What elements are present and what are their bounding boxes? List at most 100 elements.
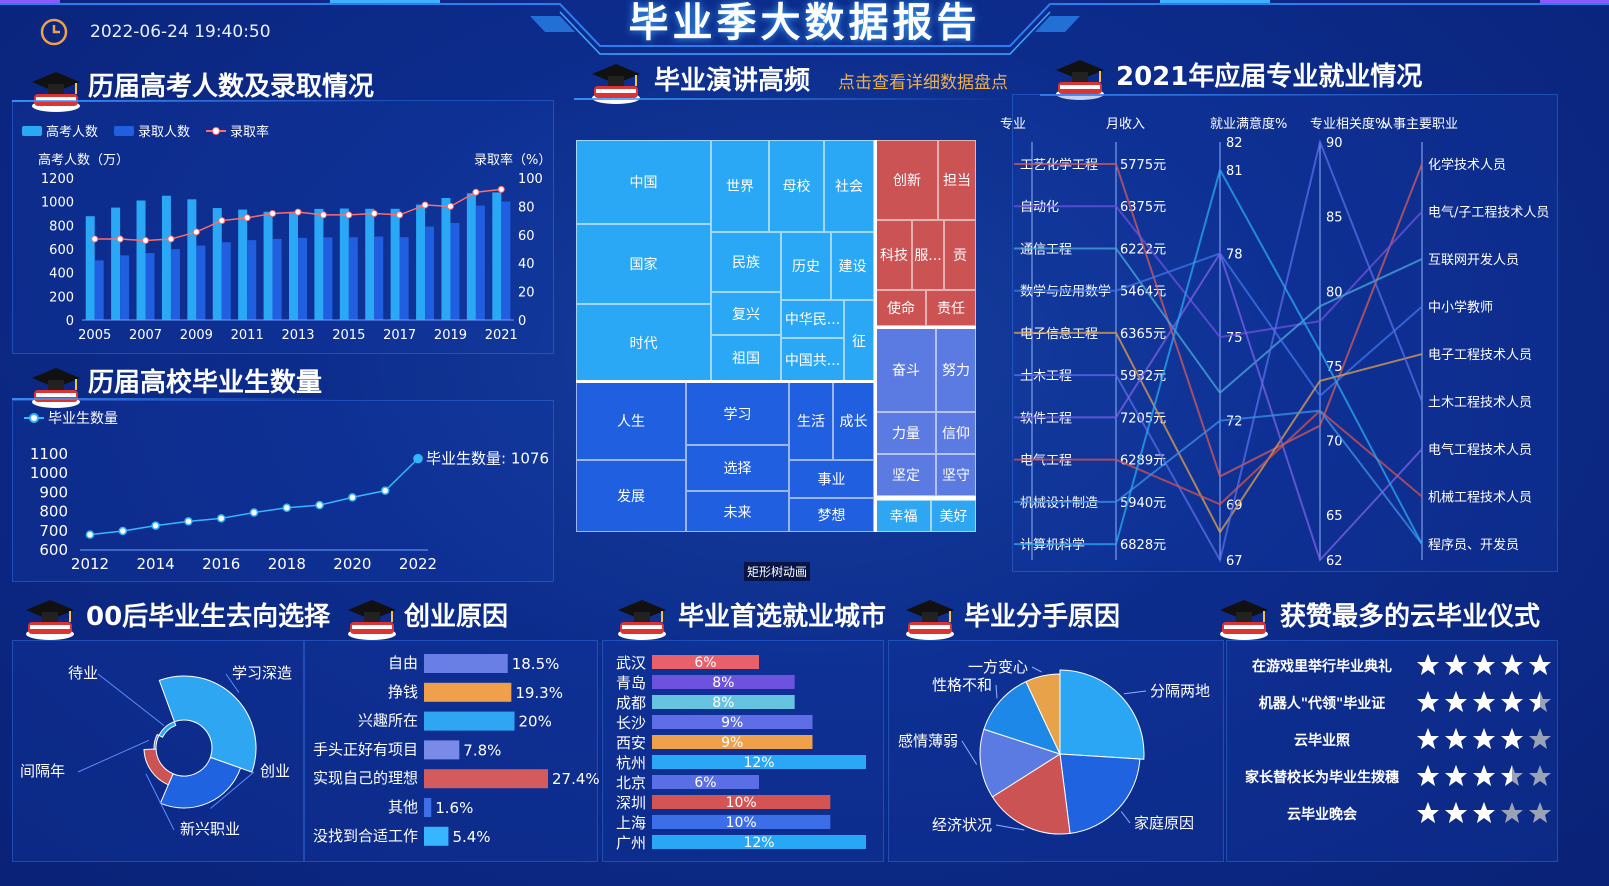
treemap-cell[interactable]: 人生 [576, 382, 686, 460]
treemap-cell[interactable]: 创新 [876, 140, 938, 220]
pie-slice[interactable] [158, 721, 177, 738]
income-label: 5464元 [1120, 285, 1166, 300]
treemap-cell[interactable]: 力量 [876, 412, 936, 454]
startup-bar[interactable] [424, 826, 449, 846]
city-value-label: 10% [726, 795, 757, 811]
city-bar[interactable] [652, 835, 866, 849]
pie-slice[interactable] [158, 675, 257, 773]
city-bar[interactable] [652, 715, 813, 729]
rate-point [142, 236, 150, 244]
legend-swatch[interactable] [114, 126, 134, 136]
pie-slice[interactable] [991, 753, 1071, 835]
parallel-line[interactable] [1014, 138, 1423, 563]
treemap-cell[interactable]: 事业 [789, 460, 874, 498]
treemap-cell[interactable]: 梦想 [789, 498, 874, 532]
treemap-cell[interactable]: 服... [912, 220, 944, 290]
treemap-cell[interactable]: 担当 [938, 140, 976, 220]
city-bar[interactable] [652, 675, 795, 689]
city-value-label: 8% [712, 695, 734, 711]
pie-slice[interactable] [159, 756, 242, 809]
pie-slice[interactable] [153, 733, 160, 750]
pie-slice[interactable] [979, 728, 1062, 798]
parallel-line[interactable] [1014, 409, 1423, 545]
pie-slice[interactable] [1059, 753, 1141, 834]
treemap-cell[interactable]: 成长 [833, 382, 874, 460]
treemap-cell[interactable]: 母校 [769, 140, 824, 232]
city-bar[interactable] [652, 815, 831, 829]
treemap-cell[interactable]: 国家 [576, 224, 711, 304]
treemap-cell[interactable]: 复兴 [711, 292, 781, 335]
legend-swatch[interactable] [22, 126, 42, 136]
startup-bar[interactable] [424, 654, 508, 673]
parallel-line[interactable] [1014, 251, 1423, 562]
grads-point [348, 493, 357, 502]
city-bar[interactable] [652, 655, 759, 669]
treemap-cell[interactable]: 坚定 [876, 454, 936, 496]
ceremony-item-label: 云毕业照 [1294, 733, 1350, 749]
treemap-cell[interactable]: 努力 [936, 328, 976, 412]
treemap-cell[interactable]: 建设 [831, 232, 874, 300]
star-icon [1445, 691, 1467, 712]
treemap-cell[interactable]: 中国 [576, 140, 711, 224]
pie-slice[interactable] [1059, 669, 1145, 760]
bar-gaokao [390, 208, 400, 320]
treemap-cell[interactable]: 未来 [686, 491, 789, 532]
parallel-line[interactable] [1014, 409, 1423, 506]
treemap-cell[interactable]: 幸福 [876, 500, 931, 532]
star-filled [1473, 654, 1495, 675]
ceremony-list: 在游戏里举行毕业典礼 机器人"代领"毕业证 云毕业照 家长替校长为毕业生拨穗 云毕业晚会 [1226, 640, 1556, 860]
speech-detail-link[interactable]: 点击查看详细数据盘点 [838, 73, 1008, 93]
treemap-cell[interactable]: 历史 [781, 232, 831, 300]
pie-slice[interactable] [143, 748, 174, 786]
star-icon [1417, 691, 1439, 712]
city-bar[interactable] [652, 735, 813, 749]
legend-label: 高考人数 [46, 124, 98, 140]
treemap-cell[interactable]: 社会 [824, 140, 874, 232]
treemap-cell[interactable]: 民族 [711, 232, 781, 292]
relevance-tick: 85 [1326, 211, 1343, 226]
treemap-cell[interactable]: 选择 [686, 445, 789, 491]
startup-bar[interactable] [424, 682, 512, 702]
y-tick-label: 1100 [30, 445, 68, 463]
treemap-cell[interactable]: 使命 [876, 290, 926, 326]
x-tick-label: 2016 [202, 555, 240, 573]
parallel-line[interactable] [1014, 247, 1423, 395]
treemap-cell[interactable]: 奋斗 [876, 328, 936, 412]
bar-gaokao [161, 195, 171, 320]
startup-bar[interactable] [424, 711, 515, 731]
city-bar[interactable] [652, 755, 866, 769]
treemap-cell[interactable]: 中华民... [781, 300, 844, 338]
pie-slice[interactable] [983, 680, 1061, 755]
parallel-line[interactable] [1014, 163, 1423, 478]
treemap-cell[interactable]: 学习 [686, 382, 789, 445]
treemap-cell[interactable]: 美好 [931, 500, 976, 532]
treemap-cell[interactable]: 贡 [944, 220, 976, 290]
startup-bar[interactable] [424, 769, 548, 789]
parallel-line[interactable] [1014, 331, 1423, 535]
startup-bar[interactable] [424, 798, 432, 817]
city-bar[interactable] [652, 795, 831, 809]
treemap-cell[interactable]: 信仰 [936, 412, 976, 454]
treemap-cell[interactable]: 征 [844, 300, 874, 381]
treemap-cell[interactable]: 祖国 [711, 335, 781, 381]
ceremony-item-label: 家长替校长为毕业生拨穗 [1245, 770, 1399, 786]
treemap-cell[interactable]: 时代 [576, 304, 711, 381]
treemap-cell[interactable]: 责任 [926, 290, 976, 326]
parallel-line[interactable] [1014, 167, 1423, 546]
pie-slice[interactable] [1025, 673, 1061, 755]
parallel-line[interactable] [1014, 205, 1423, 339]
city-bar[interactable] [652, 695, 795, 709]
treemap-cell[interactable]: 生活 [789, 382, 833, 460]
treemap-cell[interactable]: 世界 [711, 140, 769, 232]
treemap-cell[interactable]: 发展 [576, 460, 686, 532]
treemap-cell[interactable]: 坚守 [936, 454, 976, 496]
relevance-tick: 62 [1326, 554, 1343, 569]
star-icon [1417, 765, 1439, 786]
treemap-cell[interactable]: 科技 [876, 220, 912, 290]
bar-value-label: 18.5% [512, 655, 560, 673]
city-bar[interactable] [652, 775, 759, 789]
treemap-cell[interactable]: 中国共... [781, 338, 844, 381]
star-filled [1501, 654, 1523, 675]
startup-bar[interactable] [424, 740, 460, 760]
